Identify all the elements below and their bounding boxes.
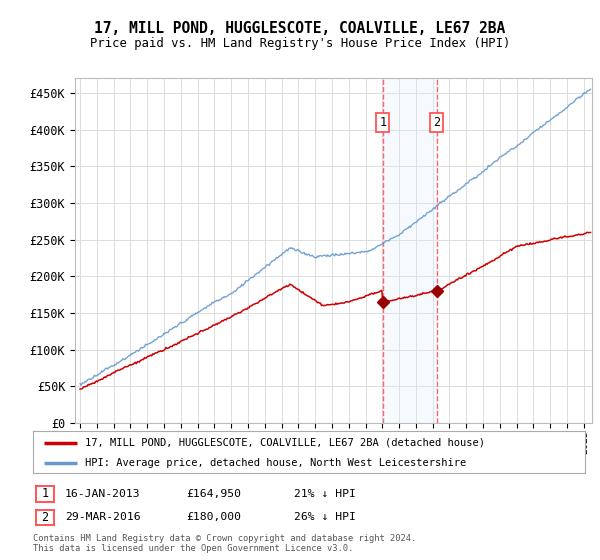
Text: Price paid vs. HM Land Registry's House Price Index (HPI): Price paid vs. HM Land Registry's House … — [90, 37, 510, 50]
Text: 29-MAR-2016: 29-MAR-2016 — [65, 512, 140, 522]
Text: 2: 2 — [433, 116, 440, 129]
Text: 21% ↓ HPI: 21% ↓ HPI — [294, 489, 356, 499]
Text: 17, MILL POND, HUGGLESCOTE, COALVILLE, LE67 2BA: 17, MILL POND, HUGGLESCOTE, COALVILLE, L… — [94, 21, 506, 36]
Text: £164,950: £164,950 — [186, 489, 241, 499]
Text: 1: 1 — [379, 116, 386, 129]
Text: Contains HM Land Registry data © Crown copyright and database right 2024.
This d: Contains HM Land Registry data © Crown c… — [33, 534, 416, 553]
Text: 26% ↓ HPI: 26% ↓ HPI — [294, 512, 356, 522]
Bar — [383, 78, 437, 423]
Text: 17, MILL POND, HUGGLESCOTE, COALVILLE, LE67 2BA (detached house): 17, MILL POND, HUGGLESCOTE, COALVILLE, L… — [85, 438, 485, 448]
Text: £180,000: £180,000 — [186, 512, 241, 522]
Text: 16-JAN-2013: 16-JAN-2013 — [65, 489, 140, 499]
Text: 2: 2 — [41, 511, 49, 524]
Text: 1: 1 — [41, 487, 49, 501]
Text: HPI: Average price, detached house, North West Leicestershire: HPI: Average price, detached house, Nort… — [85, 458, 467, 468]
